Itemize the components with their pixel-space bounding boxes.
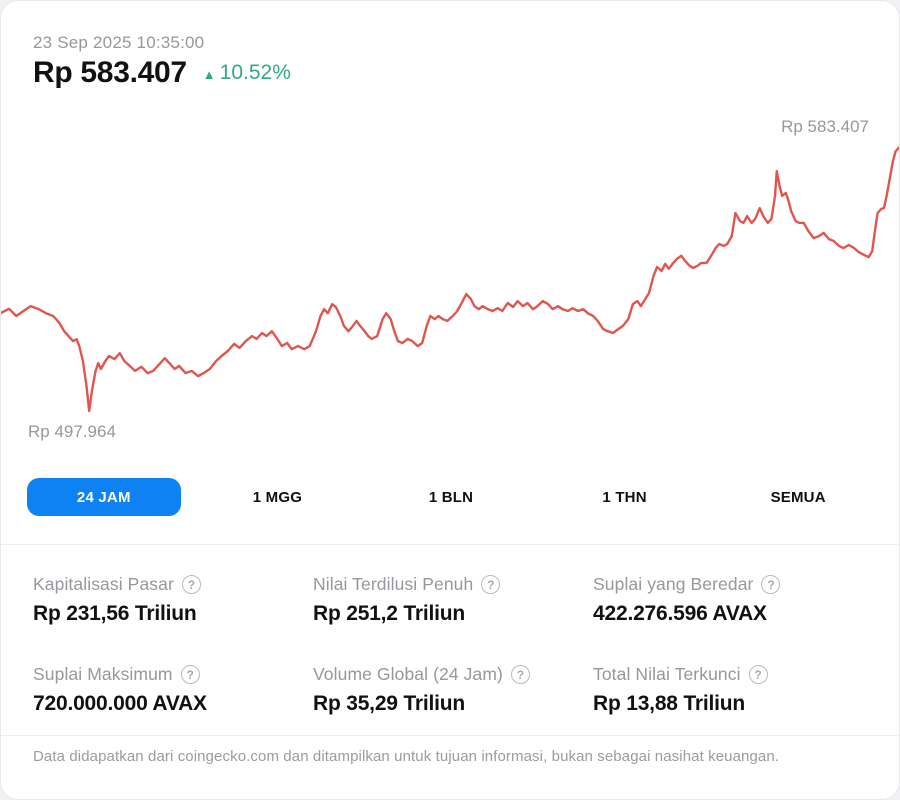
stat-value: Rp 231,56 Triliun — [33, 602, 197, 625]
divider — [1, 544, 899, 545]
stat-max-supply: Suplai Maksimum ? 720.000.000 AVAX — [33, 664, 313, 754]
price-change-percent: 10.52% — [219, 61, 291, 84]
stat-value: Rp 13,88 Triliun — [593, 692, 746, 715]
stat-label: Nilai Terdilusi Penuh — [313, 574, 474, 594]
stat-global-volume: Volume Global (24 Jam) ? Rp 35,29 Triliu… — [313, 664, 593, 754]
help-icon[interactable]: ? — [748, 665, 768, 684]
stat-fully-diluted-valuation: Nilai Terdilusi Penuh ? Rp 251,2 Triliun — [313, 574, 593, 664]
price-change-badge: ▲ 10.52% — [203, 61, 291, 85]
stat-value: Rp 251,2 Triliun — [313, 602, 466, 625]
stat-circulating-supply: Suplai yang Beredar ? 422.276.596 AVAX — [593, 574, 873, 664]
help-icon[interactable]: ? — [180, 665, 200, 684]
chart-low-label: Rp 497.964 — [28, 422, 116, 441]
chart-high-label: Rp 583.407 — [781, 117, 869, 136]
stat-value: Rp 35,29 Triliun — [313, 692, 466, 715]
disclaimer-text: Data didapatkan dari coingecko.com dan d… — [33, 748, 780, 765]
stat-label: Suplai Maksimum — [33, 664, 173, 684]
stat-label: Volume Global (24 Jam) — [313, 664, 503, 684]
chart-timestamp: 23 Sep 2025 10:35:00 — [33, 33, 205, 52]
tab-semua[interactable]: SEMUA — [711, 478, 885, 516]
stats-grid: Kapitalisasi Pasar ? Rp 231,56 Triliun N… — [33, 574, 873, 754]
arrow-up-icon: ▲ — [202, 66, 216, 82]
tab-1-bln[interactable]: 1 BLN — [364, 478, 538, 516]
stat-value: 422.276.596 AVAX — [593, 602, 767, 625]
stat-label: Kapitalisasi Pasar — [33, 574, 174, 594]
stat-total-value-locked: Total Nilai Terkunci ? Rp 13,88 Triliun — [593, 664, 873, 754]
tab-1-mgg[interactable]: 1 MGG — [191, 478, 365, 516]
help-icon[interactable]: ? — [481, 575, 501, 594]
help-icon[interactable]: ? — [510, 665, 530, 684]
divider — [1, 735, 899, 736]
price-line — [1, 145, 899, 413]
stat-label: Suplai yang Beredar — [593, 574, 754, 594]
stat-value: 720.000.000 AVAX — [33, 692, 207, 715]
tab-24-jam[interactable]: 24 JAM — [26, 478, 181, 516]
price-header: Rp 583.407 ▲ 10.52% — [33, 56, 291, 90]
current-price: Rp 583.407 — [33, 56, 187, 89]
stat-label: Total Nilai Terkunci — [593, 664, 741, 684]
help-icon[interactable]: ? — [761, 575, 781, 594]
tab-1-thn[interactable]: 1 THN — [538, 478, 712, 516]
time-range-tabs: 24 JAM 1 MGG 1 BLN 1 THN SEMUA — [1, 478, 899, 516]
help-icon[interactable]: ? — [181, 575, 201, 594]
stat-market-cap: Kapitalisasi Pasar ? Rp 231,56 Triliun — [33, 574, 313, 664]
